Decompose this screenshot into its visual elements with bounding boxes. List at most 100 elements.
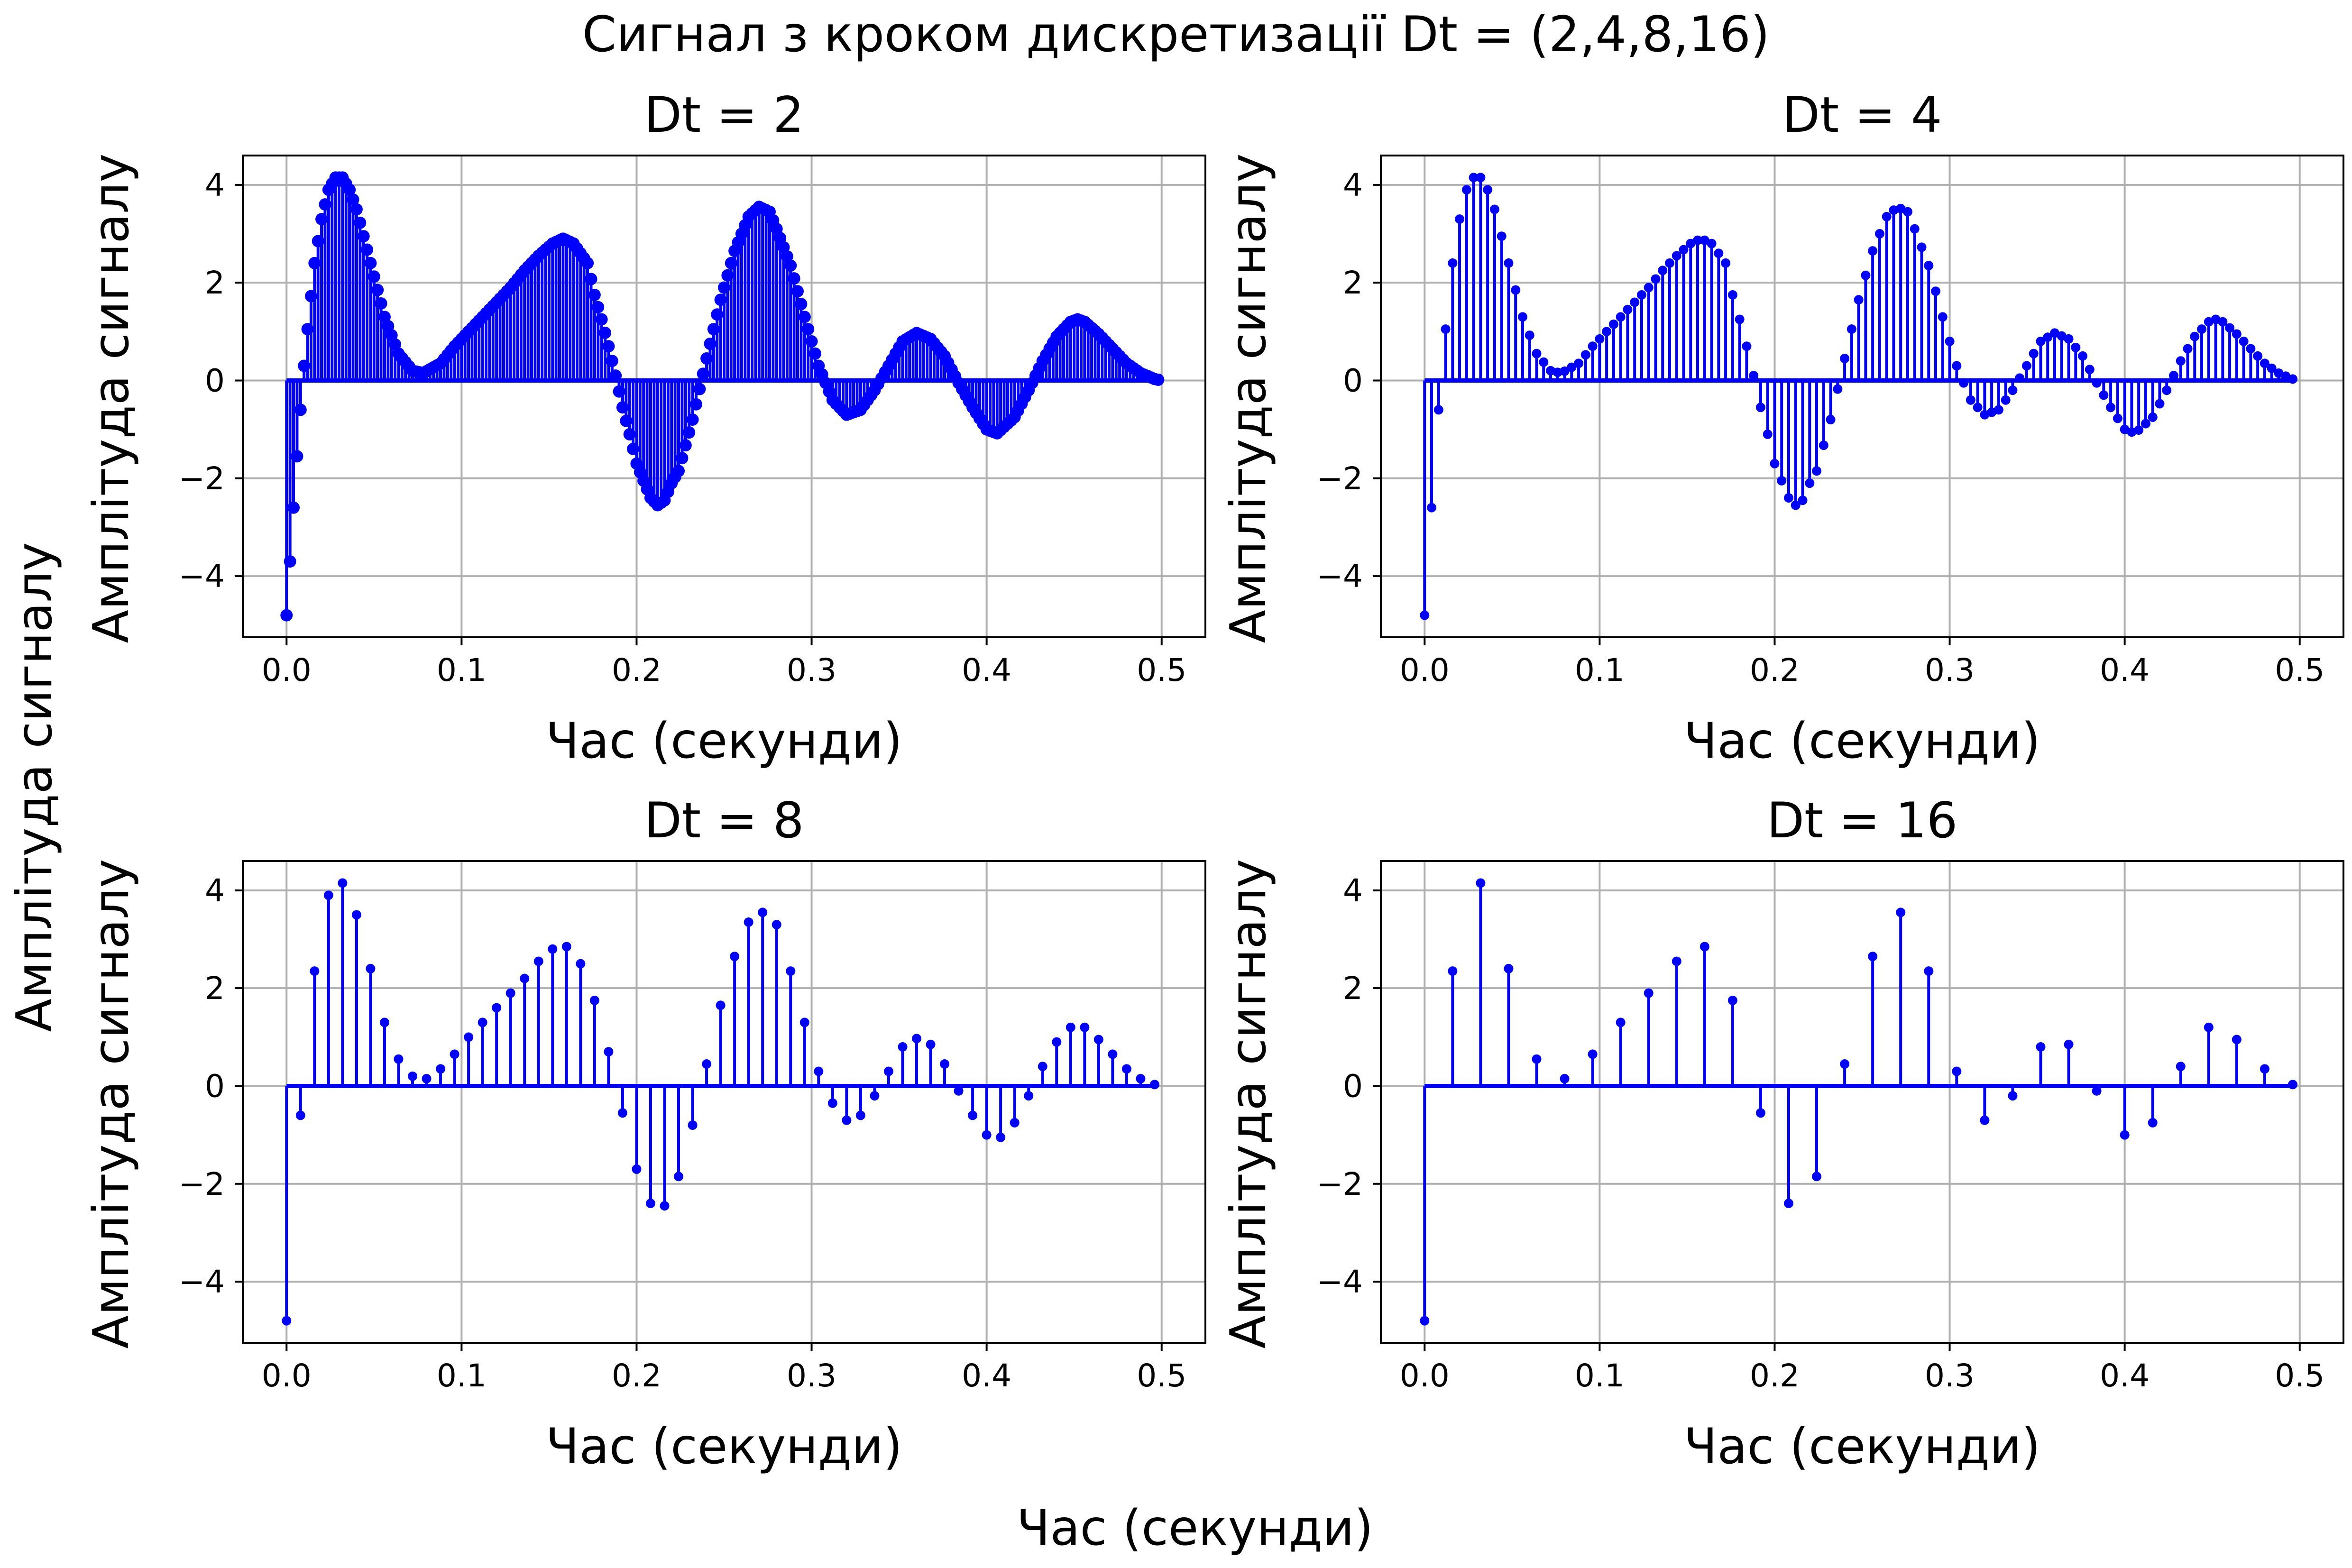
stem-marker	[1420, 1316, 1430, 1326]
stem-marker	[814, 1066, 824, 1076]
y-tick-label: −2	[1317, 460, 1363, 497]
x-tick-label: 0.0	[262, 1357, 312, 1394]
stem-marker	[1742, 341, 1752, 351]
stem-marker	[1952, 1066, 1962, 1076]
x-tick-label: 0.3	[1925, 1357, 1975, 1394]
stem-marker	[592, 301, 605, 313]
stem-marker	[842, 1115, 852, 1125]
stem-marker	[343, 183, 356, 196]
stem-marker	[375, 297, 387, 310]
stem-marker	[2092, 1086, 2102, 1096]
stem-marker	[1504, 963, 1514, 973]
stem-marker	[1854, 295, 1864, 305]
stem-marker	[707, 323, 720, 336]
x-tick-label: 0.4	[962, 1357, 1011, 1394]
stem-marker	[2064, 334, 2074, 344]
stem-marker	[1805, 478, 1815, 488]
x-tick-label: 0.5	[1137, 1357, 1186, 1394]
plot-area: 0.0 0.1 0.2 0.3 0.4 0.5 −4 −2 0 2 4	[1317, 155, 2344, 688]
stem-marker	[795, 298, 808, 311]
stem-marker	[2120, 1130, 2130, 1140]
x-axis-label: Час (секунди)	[1684, 713, 2040, 770]
stem-marker	[686, 413, 699, 426]
stem-marker	[291, 450, 303, 463]
stem-marker	[361, 243, 374, 256]
stem-marker	[1616, 312, 1626, 322]
stem-marker	[716, 1000, 726, 1010]
stem-marker	[1630, 297, 1640, 307]
plot-area: 0.0 0.1 0.2 0.3 0.4 0.5 −4 −2 0 2 4	[179, 155, 1206, 688]
stem-marker	[1525, 330, 1534, 340]
stem-marker	[730, 952, 740, 962]
stem-marker	[805, 335, 818, 348]
stem-marker	[294, 403, 307, 416]
axes-frame	[242, 155, 1206, 638]
stem-marker	[1623, 304, 1633, 314]
stem-marker	[1755, 403, 1765, 413]
stem-marker	[408, 1071, 418, 1081]
stem-marker	[576, 959, 586, 969]
stem-marker	[2190, 331, 2200, 341]
x-tick-label: 0.1	[437, 652, 487, 688]
stem-marker	[2176, 356, 2186, 366]
stem-marker	[1567, 362, 1577, 372]
stem-marker	[1770, 458, 1780, 468]
stem-marker	[1938, 312, 1948, 322]
stem-marker	[2071, 342, 2081, 352]
y-tick-label: −4	[1317, 1264, 1363, 1300]
stem-marker	[602, 340, 615, 353]
stem-marker	[1093, 1035, 1103, 1045]
stem-marker	[1644, 283, 1654, 293]
x-tick-label: 0.4	[962, 652, 1011, 688]
y-axis-label: Амплітуда сигналу	[83, 859, 140, 1349]
stem-marker	[1693, 235, 1703, 245]
stem-marker	[2029, 348, 2039, 358]
x-tick-label: 0.5	[2275, 652, 2324, 688]
stem-marker	[1882, 211, 1892, 221]
stem-marker	[347, 193, 359, 206]
stem-marker	[2162, 385, 2172, 395]
subplot-dt-8: Dt = 8 Час (секунди) Амплітуда сигналу 0…	[83, 792, 1206, 1475]
stem-marker	[2141, 419, 2150, 429]
stem-marker	[364, 257, 377, 269]
stem-marker	[280, 609, 293, 622]
stem-marker	[1532, 1054, 1542, 1064]
subplot-title: Dt = 2	[644, 87, 804, 144]
stem-marker	[883, 1066, 893, 1076]
stem-marker	[786, 966, 796, 976]
stem-marker	[627, 442, 640, 455]
stem-marker	[1707, 238, 1717, 248]
stem-marker	[2015, 373, 2025, 383]
subplot-dt-4: Dt = 4 Час (секунди) Амплітуда сигналу 0…	[1220, 87, 2344, 770]
stem-marker	[1945, 336, 1955, 346]
x-tick-label: 0.5	[2275, 1357, 2324, 1394]
stem-marker	[1121, 1064, 1131, 1074]
stem-marker	[1714, 248, 1724, 258]
stem-marker	[1553, 367, 1562, 377]
stem-marker	[2267, 363, 2277, 373]
stem-marker	[940, 1059, 950, 1069]
stem-marker	[1973, 403, 1983, 413]
stem-marker	[617, 1108, 627, 1118]
stem-marker	[1052, 1037, 1062, 1047]
figure-y-label: Амплітуда сигналу	[6, 542, 63, 1032]
stem-marker	[1819, 440, 1828, 450]
stem-marker	[315, 213, 328, 226]
stem-marker	[968, 1110, 978, 1120]
y-tick-label: 2	[1343, 265, 1363, 301]
stem-marker	[808, 347, 821, 360]
stem-marker	[1539, 357, 1549, 367]
stem-marker	[2036, 336, 2046, 346]
stem-marker	[287, 501, 300, 514]
stem-marker	[799, 1018, 809, 1027]
x-tick-label: 0.0	[1400, 1357, 1450, 1394]
stem-marker	[478, 1018, 487, 1027]
stem-marker	[855, 1110, 865, 1120]
y-tick-label: −4	[1317, 558, 1363, 595]
stem-marker	[436, 1064, 446, 1074]
stem-marker	[1826, 414, 1836, 424]
stem-marker	[505, 988, 515, 998]
stem-marker	[2043, 332, 2053, 342]
stem-marker	[1588, 341, 1598, 351]
